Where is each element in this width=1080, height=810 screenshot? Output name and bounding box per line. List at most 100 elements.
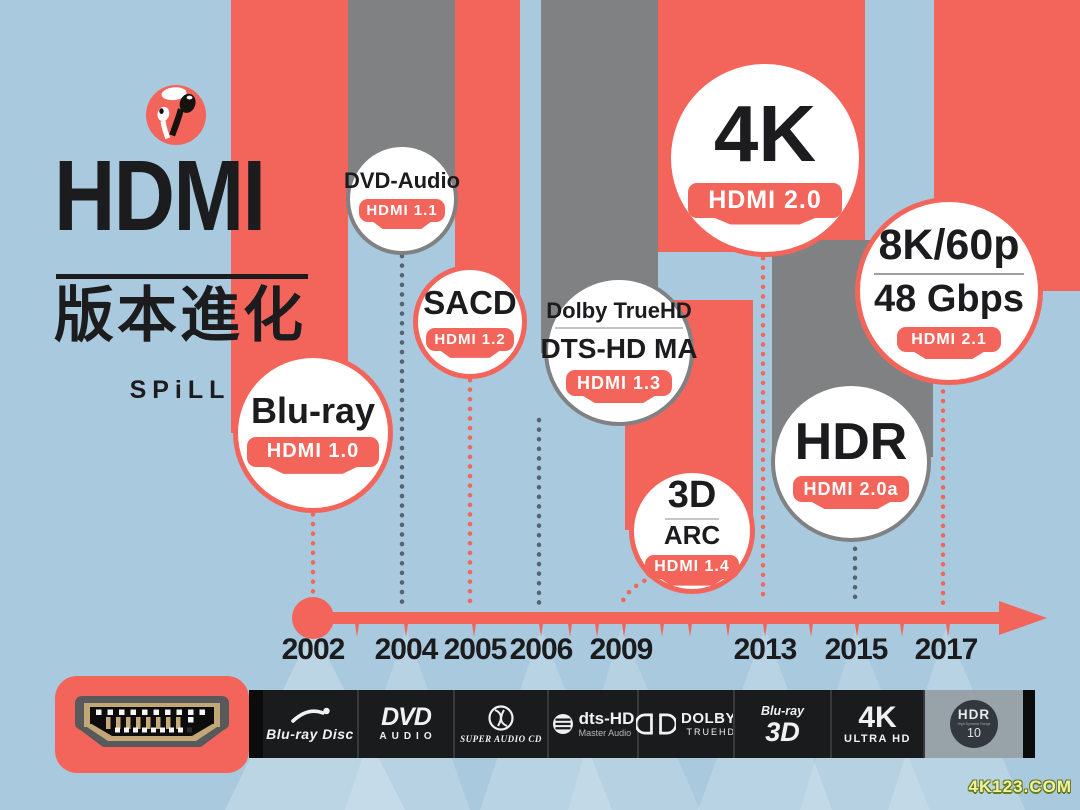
super-audio-cd-logo: SUPER AUDIO CD: [453, 690, 547, 758]
year-label-2017: 2017: [914, 633, 979, 666]
milestone-bubble-8k: 8K/60p 48 Gbps HDMI 2.1: [855, 197, 1043, 385]
dvd-audio-label: AUDIO: [379, 730, 437, 742]
bluray-swoosh-icon: [291, 707, 330, 723]
dolby-label: DOLBY: [681, 710, 736, 727]
year-label-2013: 2013: [733, 633, 798, 666]
timeline-tick: [855, 624, 859, 637]
spill-mascot-icon: [145, 84, 207, 146]
year-label-2006: 2006: [509, 633, 574, 666]
year-label-2004: 2004: [374, 633, 439, 666]
poster-title: HDMI: [54, 140, 266, 252]
milestone-title-2: DTS-HD MA: [540, 332, 698, 364]
dolby-double-d-icon: [636, 713, 676, 735]
hdmi-version-label: HDMI 1.1: [359, 199, 445, 223]
hdmi-plug-notch: [439, 349, 501, 358]
hdmi-version-label: HDMI 2.0a: [793, 476, 909, 503]
dts-hd-label: dts-HD: [578, 709, 635, 728]
format-logo-bar: Blu-ray Disc DVD AUDIO SUPER AUDIO CD: [249, 690, 1035, 758]
milestone-title: HDR: [794, 412, 908, 471]
uhd-4k-label: 4K: [858, 700, 897, 734]
milestone-title: 8K/60p: [878, 220, 1020, 269]
spill-wordmark: SPiLL: [129, 376, 231, 404]
hdmi-version-badge: HDMI 1.2: [426, 327, 514, 358]
hdmi-plug-notch: [711, 216, 819, 225]
hdr10-logo: HDR High Dynamic Range 10: [923, 690, 1023, 758]
bluray-disc-label: Blu-ray Disc: [266, 726, 354, 742]
hdmi-plug-notch: [912, 351, 986, 360]
timeline-start-dot: [292, 597, 334, 639]
hdmi-plug-notch: [581, 395, 657, 404]
milestone-title-2: ARC: [663, 520, 721, 551]
hdr10-number: 10: [967, 726, 981, 741]
timeline-tick: [355, 624, 359, 637]
ultra-hd-label: ULTRA HD: [844, 732, 911, 745]
year-label-2009: 2009: [589, 633, 654, 666]
milestone-title: 3D: [667, 474, 717, 517]
dts-hd-logo: dts-HD Master Audio: [547, 690, 637, 758]
timeline-tick: [622, 624, 626, 637]
bluray-3d-top-label: Blu-ray: [760, 703, 805, 718]
timeline-tick: [900, 624, 904, 637]
timeline-tick: [539, 624, 543, 637]
hdmi-connector-illustration: [55, 676, 249, 773]
timeline-tick: [726, 624, 730, 637]
uhd-4k-logo: 4K ULTRA HD: [830, 690, 923, 758]
timeline-tick: [595, 624, 599, 637]
timeline-tick: [404, 624, 408, 637]
hdmi-version-badge: HDMI 1.0: [247, 436, 379, 474]
truehd-label: TRUEHD: [686, 727, 736, 737]
dvd-audio-logo: DVD AUDIO: [357, 690, 453, 758]
milestone-bubble-3d-arc: 3D ARC HDMI 1.4: [629, 468, 755, 594]
bluray-3d-label: 3D: [765, 716, 800, 747]
hdmi-plug-notch: [371, 221, 433, 230]
hdmi-version-label: HDMI 2.1: [897, 327, 1001, 353]
timeline-tick: [660, 624, 664, 637]
hdmi-plug-notch: [266, 465, 360, 474]
timeline-tick: [946, 624, 950, 637]
milestone-title-2: 48 Gbps: [874, 278, 1024, 321]
bluray-disc-logo: Blu-ray Disc: [263, 690, 357, 758]
bubble-divider: [555, 326, 683, 329]
hdmi-plug-notch: [810, 501, 892, 510]
milestone-title: 4K: [713, 88, 817, 178]
poster-subtitle: 版本進化: [54, 282, 306, 349]
dvd-label: DVD: [381, 703, 432, 732]
hdmi-plug-icon: [75, 696, 229, 747]
milestone-bubble-hdr: HDR HDMI 2.0a: [771, 382, 931, 542]
timeline-tick: [763, 624, 767, 637]
milestone-bubble-4k: 4K HDMI 2.0: [666, 59, 864, 257]
hdmi-version-badge: HDMI 2.1: [897, 327, 1001, 360]
milestone-bubble-bluray: Blu-ray HDMI 1.0: [233, 353, 393, 513]
hdr10-microtext: High Dynamic Range: [957, 721, 991, 726]
master-audio-label: Master Audio: [578, 728, 632, 738]
hdmi-version-badge: HDMI 2.0a: [793, 476, 909, 510]
milestone-bubble-sacd: SACD HDMI 1.2: [413, 265, 527, 379]
hdr-label: HDR: [957, 707, 991, 723]
dolby-truehd-logo: DOLBY TRUEHD: [636, 690, 736, 758]
year-label-2005: 2005: [443, 633, 508, 666]
milestone-bubble-dolby-dts: Dolby TrueHD DTS-HD MA HDMI 1.3: [540, 276, 698, 426]
hdmi-version-label: HDMI 1.3: [566, 370, 672, 397]
timeline-tick: [688, 624, 692, 637]
hdmi-plug-notch: [659, 577, 725, 586]
hdmi-version-badge: HDMI 1.4: [645, 554, 739, 586]
title-underline: [56, 274, 308, 279]
sacd-disc-icon: [488, 705, 514, 731]
milestone-title: SACD: [423, 284, 517, 322]
timeline-tick: [809, 624, 813, 637]
hdmi-version-badge: HDMI 1.1: [359, 199, 445, 230]
sacd-label: SUPER AUDIO CD: [460, 734, 542, 744]
hdmi-version-label: HDMI 2.0: [688, 182, 842, 218]
bluray-3d-logo: Blu-ray 3D: [733, 690, 830, 758]
milestone-title: Blu-ray: [250, 390, 376, 432]
hdmi-version-label: HDMI 1.0: [247, 436, 379, 467]
dts-circle-icon: [552, 714, 573, 734]
bubble-divider: [874, 273, 1024, 276]
timeline-arrowhead: [999, 601, 1047, 635]
timeline-bar: [305, 612, 1005, 624]
milestone-title: Dolby TrueHD: [546, 297, 692, 323]
year-label-2015: 2015: [824, 633, 889, 666]
hdmi-version-badge: HDMI 1.3: [566, 370, 672, 404]
milestone-bubble-dvd-audio: DVD-Audio HDMI 1.1: [344, 143, 460, 255]
